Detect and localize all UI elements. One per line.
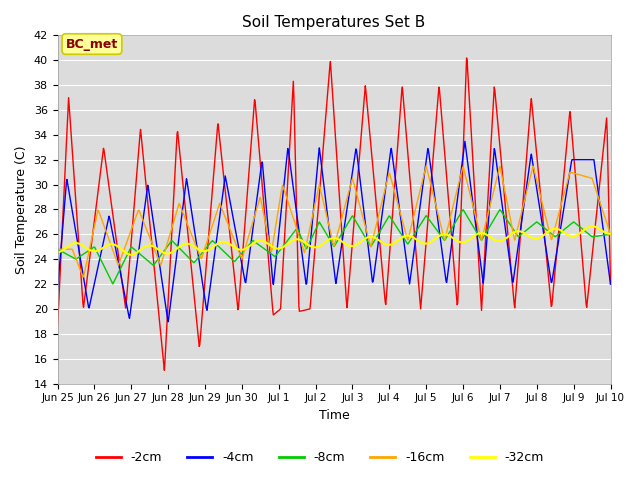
-32cm <box>607 231 614 237</box>
-8cm <box>298 236 305 241</box>
-16cm <box>111 252 118 258</box>
-4cm <box>607 281 614 287</box>
-32cm <box>278 245 285 251</box>
-2cm <box>486 162 493 168</box>
-4cm <box>434 217 442 223</box>
-2cm <box>278 286 285 291</box>
-2cm <box>298 308 305 314</box>
Line: -2cm: -2cm <box>58 58 611 370</box>
-2cm <box>496 142 504 148</box>
Text: BC_met: BC_met <box>66 37 118 50</box>
-4cm <box>54 288 61 293</box>
-16cm <box>607 231 614 237</box>
-2cm <box>54 324 61 330</box>
-8cm <box>496 207 504 213</box>
-4cm <box>298 248 305 253</box>
Line: -32cm: -32cm <box>58 226 611 255</box>
-32cm <box>495 238 503 244</box>
-2cm <box>110 220 118 226</box>
-4cm <box>278 203 285 209</box>
-2cm <box>161 367 168 373</box>
-16cm <box>486 204 493 210</box>
X-axis label: Time: Time <box>319 409 349 422</box>
-16cm <box>496 164 504 169</box>
-32cm <box>127 252 135 258</box>
-8cm <box>607 231 614 237</box>
-2cm <box>434 98 442 104</box>
-4cm <box>164 319 172 324</box>
-16cm <box>298 241 305 247</box>
-2cm <box>463 55 470 61</box>
Legend: -2cm, -4cm, -8cm, -16cm, -32cm: -2cm, -4cm, -8cm, -16cm, -32cm <box>91 446 549 469</box>
Line: -4cm: -4cm <box>58 141 611 322</box>
-2cm <box>607 281 614 287</box>
Line: -16cm: -16cm <box>58 166 611 277</box>
-8cm <box>54 246 61 252</box>
-16cm <box>278 186 285 192</box>
Title: Soil Temperatures Set B: Soil Temperatures Set B <box>243 15 426 30</box>
Line: -8cm: -8cm <box>58 210 611 284</box>
-8cm <box>109 281 116 287</box>
-4cm <box>496 185 504 191</box>
-8cm <box>495 208 503 214</box>
-32cm <box>588 223 596 229</box>
-4cm <box>461 138 468 144</box>
-16cm <box>79 274 87 280</box>
-16cm <box>435 212 442 218</box>
-16cm <box>54 246 61 252</box>
-32cm <box>434 234 442 240</box>
-8cm <box>111 278 118 284</box>
-32cm <box>298 238 305 243</box>
-8cm <box>485 225 493 230</box>
-8cm <box>278 245 285 251</box>
-32cm <box>54 250 61 255</box>
-32cm <box>110 241 118 247</box>
-4cm <box>110 238 118 243</box>
-4cm <box>486 201 493 206</box>
-16cm <box>422 163 430 169</box>
Y-axis label: Soil Temperature (C): Soil Temperature (C) <box>15 145 28 274</box>
-8cm <box>434 228 442 234</box>
-32cm <box>485 234 493 240</box>
